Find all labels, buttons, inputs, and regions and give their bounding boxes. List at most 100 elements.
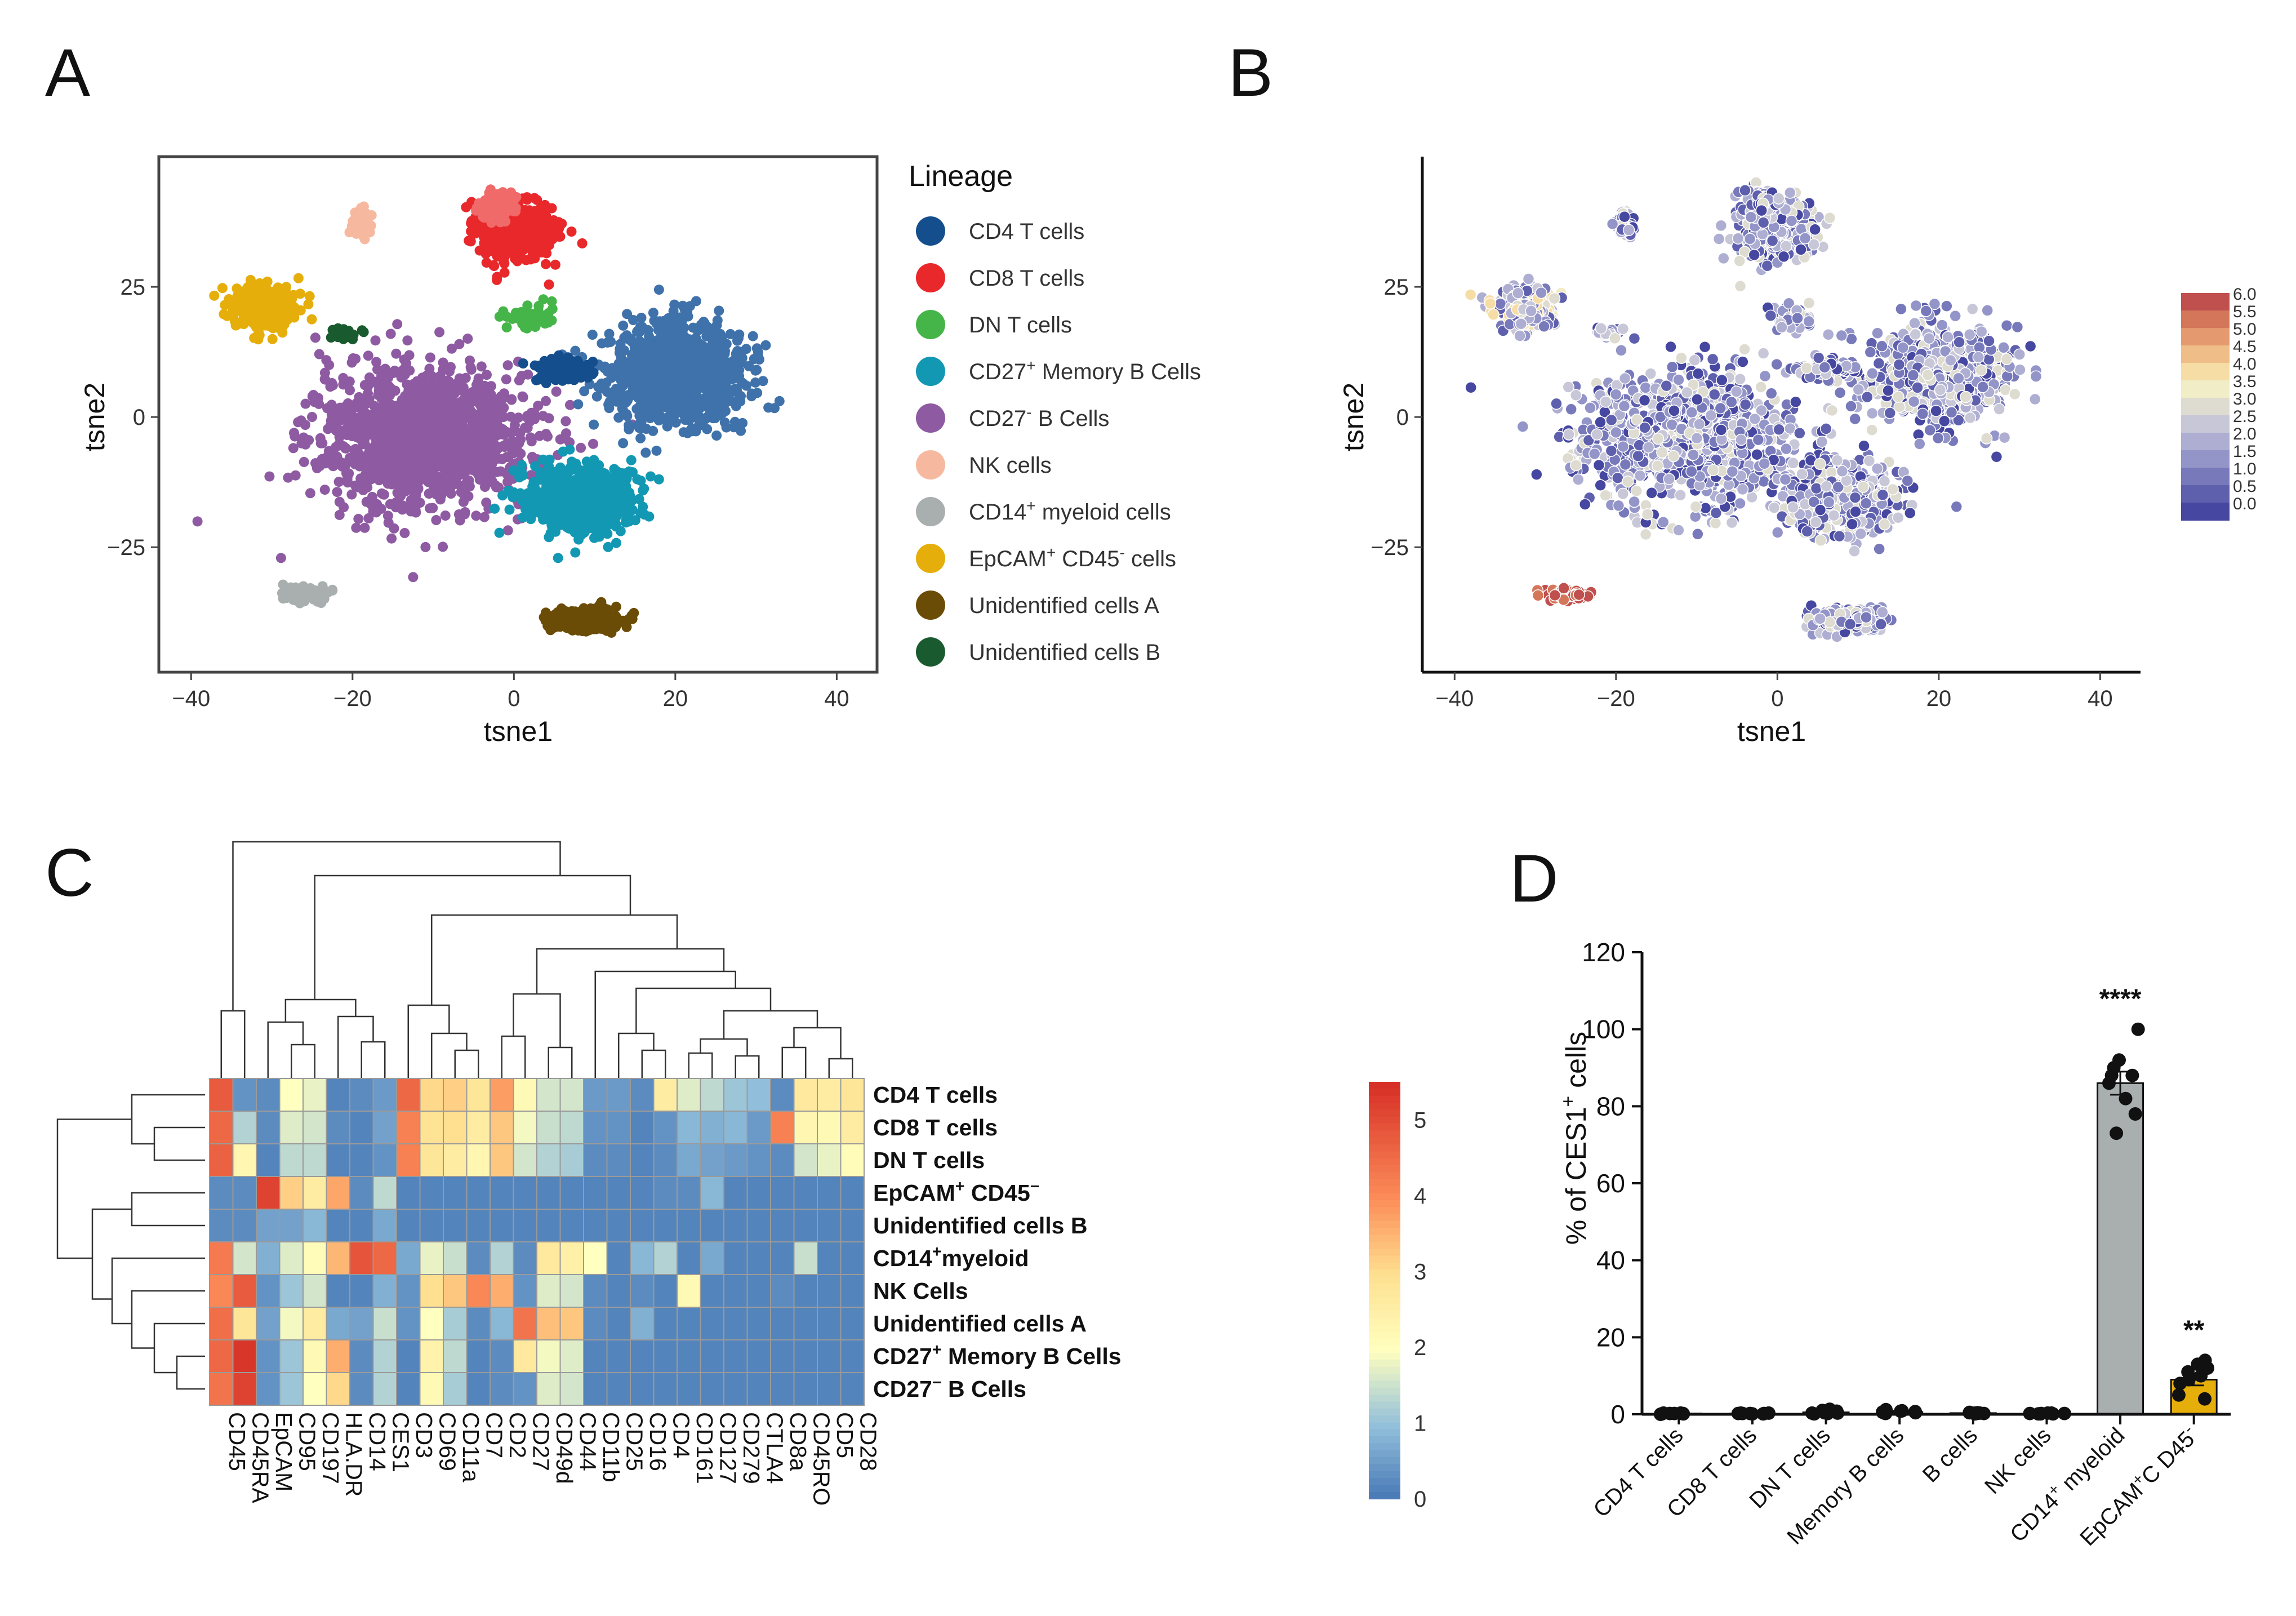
scatter-point (670, 322, 681, 332)
x-tick-label: −40 (172, 686, 210, 711)
scatter-point (613, 370, 624, 380)
scatter-point (544, 279, 554, 290)
scatter-point (463, 491, 474, 501)
scatter-point (337, 461, 348, 472)
scatter-point (639, 509, 650, 520)
scatter-point (382, 510, 393, 521)
scatter-point (480, 427, 491, 437)
scatter-point (654, 397, 665, 408)
scatter-point (498, 306, 509, 317)
scatter-point (258, 279, 269, 290)
scatter-point (264, 471, 275, 482)
legend-swatch (916, 310, 945, 339)
scatter-point (624, 420, 634, 430)
scatter-point (746, 391, 757, 402)
scatter-point (676, 349, 687, 359)
scatter-point (229, 316, 240, 326)
scatter-point (638, 380, 648, 390)
scatter-point (682, 340, 692, 350)
scatter-point (418, 427, 429, 437)
scatter-point (622, 395, 633, 406)
scatter-point (702, 411, 713, 422)
scatter-point (342, 398, 353, 409)
scatter-point (452, 413, 463, 424)
scatter-point (471, 223, 482, 233)
scatter-point (421, 447, 432, 458)
scatter-point (1692, 528, 1704, 540)
scatter-point (564, 355, 575, 366)
scatter-point (697, 401, 708, 411)
panel-a-points (192, 184, 785, 638)
scatter-point (363, 381, 373, 392)
scatter-point (526, 414, 536, 424)
scatter-point (546, 217, 557, 228)
scatter-point (371, 445, 382, 456)
scatter-point (440, 456, 451, 467)
scatter-point (358, 476, 368, 486)
scatter-point (320, 374, 331, 385)
scatter-point (438, 365, 448, 375)
scatter-point (522, 194, 532, 205)
legend-label: CD27- B Cells (969, 403, 1109, 432)
scatter-point (492, 241, 502, 251)
scatter-point (510, 206, 520, 217)
scatter-point (518, 496, 528, 507)
scatter-point (454, 339, 465, 349)
scatter-point (502, 360, 513, 371)
scatter-point (715, 402, 726, 412)
scatter-point (233, 303, 244, 313)
scatter-point (525, 432, 536, 443)
scatter-point (431, 489, 442, 500)
scatter-point (533, 228, 544, 238)
scatter-point (487, 476, 497, 487)
scatter-point (337, 326, 348, 337)
scatter-point (289, 312, 300, 323)
scatter-point (513, 412, 524, 423)
scatter-point (679, 385, 690, 396)
scatter-point (402, 469, 413, 480)
scatter-point (372, 364, 382, 375)
scatter-point (693, 338, 704, 348)
scatter-point (482, 370, 492, 380)
scatter-point (586, 493, 597, 504)
scatter-point (588, 438, 598, 449)
scatter-point (392, 319, 403, 330)
y-tick-label: 25 (121, 275, 146, 300)
scatter-point (565, 511, 576, 522)
scatter-point (422, 388, 433, 398)
panel-a-xlabel: tsne1 (484, 716, 553, 747)
scatter-point (492, 400, 503, 411)
scatter-point (646, 471, 656, 482)
scatter-point (487, 196, 498, 207)
scatter-point (574, 471, 585, 482)
scatter-point (567, 625, 578, 636)
scatter-point (562, 522, 572, 532)
scatter-point (249, 332, 260, 343)
scatter-point (344, 376, 355, 387)
scatter-point (653, 285, 664, 295)
scatter-point (385, 328, 396, 339)
scatter-point (565, 491, 576, 501)
scatter-point (636, 344, 647, 355)
scatter-point (350, 480, 361, 491)
scatter-point (417, 372, 428, 383)
scatter-point (566, 227, 577, 237)
scatter-point (544, 469, 554, 480)
scatter-point (542, 431, 553, 442)
x-tick-label: −20 (333, 686, 372, 711)
panel-label-d: D (1510, 841, 1559, 916)
scatter-point (339, 502, 349, 513)
scatter-point (366, 499, 377, 510)
scatter-point (353, 514, 364, 524)
scatter-point (370, 335, 381, 346)
scatter-point (715, 328, 726, 339)
scatter-point (358, 327, 369, 338)
scatter-point (545, 625, 556, 636)
legend-swatch (916, 450, 945, 480)
scatter-point (678, 427, 689, 438)
scatter-point (540, 509, 551, 520)
scatter-point (719, 347, 730, 358)
panel-label-b: B (1228, 35, 1273, 110)
scatter-point (611, 601, 621, 612)
scatter-point (274, 304, 284, 315)
